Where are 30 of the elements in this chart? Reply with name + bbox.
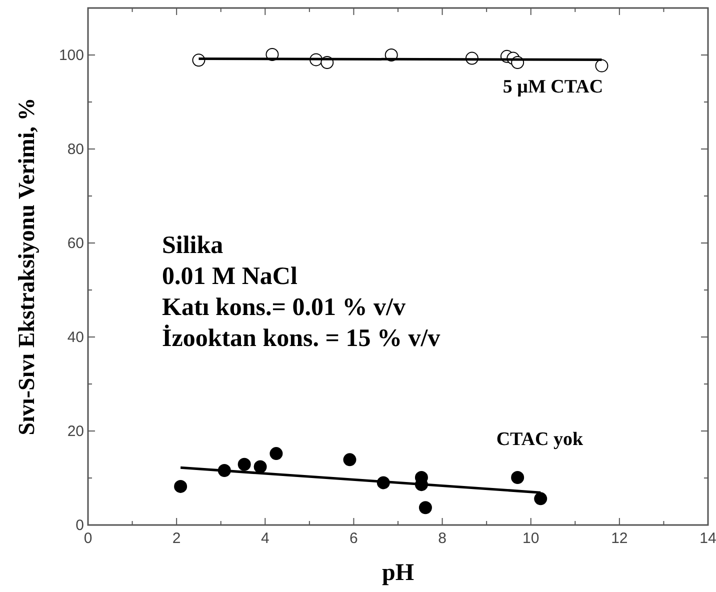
y-tick-label: 40 bbox=[67, 329, 84, 346]
x-tick-label: 4 bbox=[260, 530, 270, 547]
y-tick-label: 60 bbox=[67, 235, 84, 252]
annotation: 0.01 M NaCl bbox=[162, 263, 298, 290]
point bbox=[511, 471, 524, 484]
point bbox=[238, 458, 251, 471]
annotation: Silika bbox=[162, 232, 224, 259]
x-tick-label: 8 bbox=[438, 530, 446, 547]
x-tick-label: 2 bbox=[172, 530, 181, 547]
y-tick-label: 100 bbox=[58, 47, 84, 64]
point bbox=[174, 480, 188, 493]
point bbox=[534, 492, 548, 506]
point bbox=[595, 59, 608, 72]
x-tick-label: 14 bbox=[700, 530, 716, 547]
y-tick-label: 80 bbox=[67, 141, 84, 158]
point bbox=[418, 501, 432, 514]
x-tick-label: 12 bbox=[611, 530, 628, 547]
y-tick-label: 0 bbox=[76, 517, 84, 534]
annotation: 5 μM CTAC bbox=[502, 76, 604, 98]
annotation: Katı kons.= 0.01 % v/v bbox=[162, 294, 406, 321]
x-tick-label: 10 bbox=[522, 530, 540, 547]
x-tick-label: 6 bbox=[350, 530, 358, 547]
x-axis-title: pH bbox=[382, 560, 414, 586]
y-tick-label: 20 bbox=[67, 423, 84, 440]
annotation: CTAC yok bbox=[496, 429, 584, 450]
y-axis-title: Sıvı-Sıvı Ekstraksiyonu Verimi, % bbox=[14, 98, 39, 436]
point bbox=[343, 453, 356, 466]
annotation: İzooktan kons. = 15 % v/v bbox=[162, 324, 441, 352]
point bbox=[270, 447, 283, 460]
point bbox=[254, 460, 267, 474]
